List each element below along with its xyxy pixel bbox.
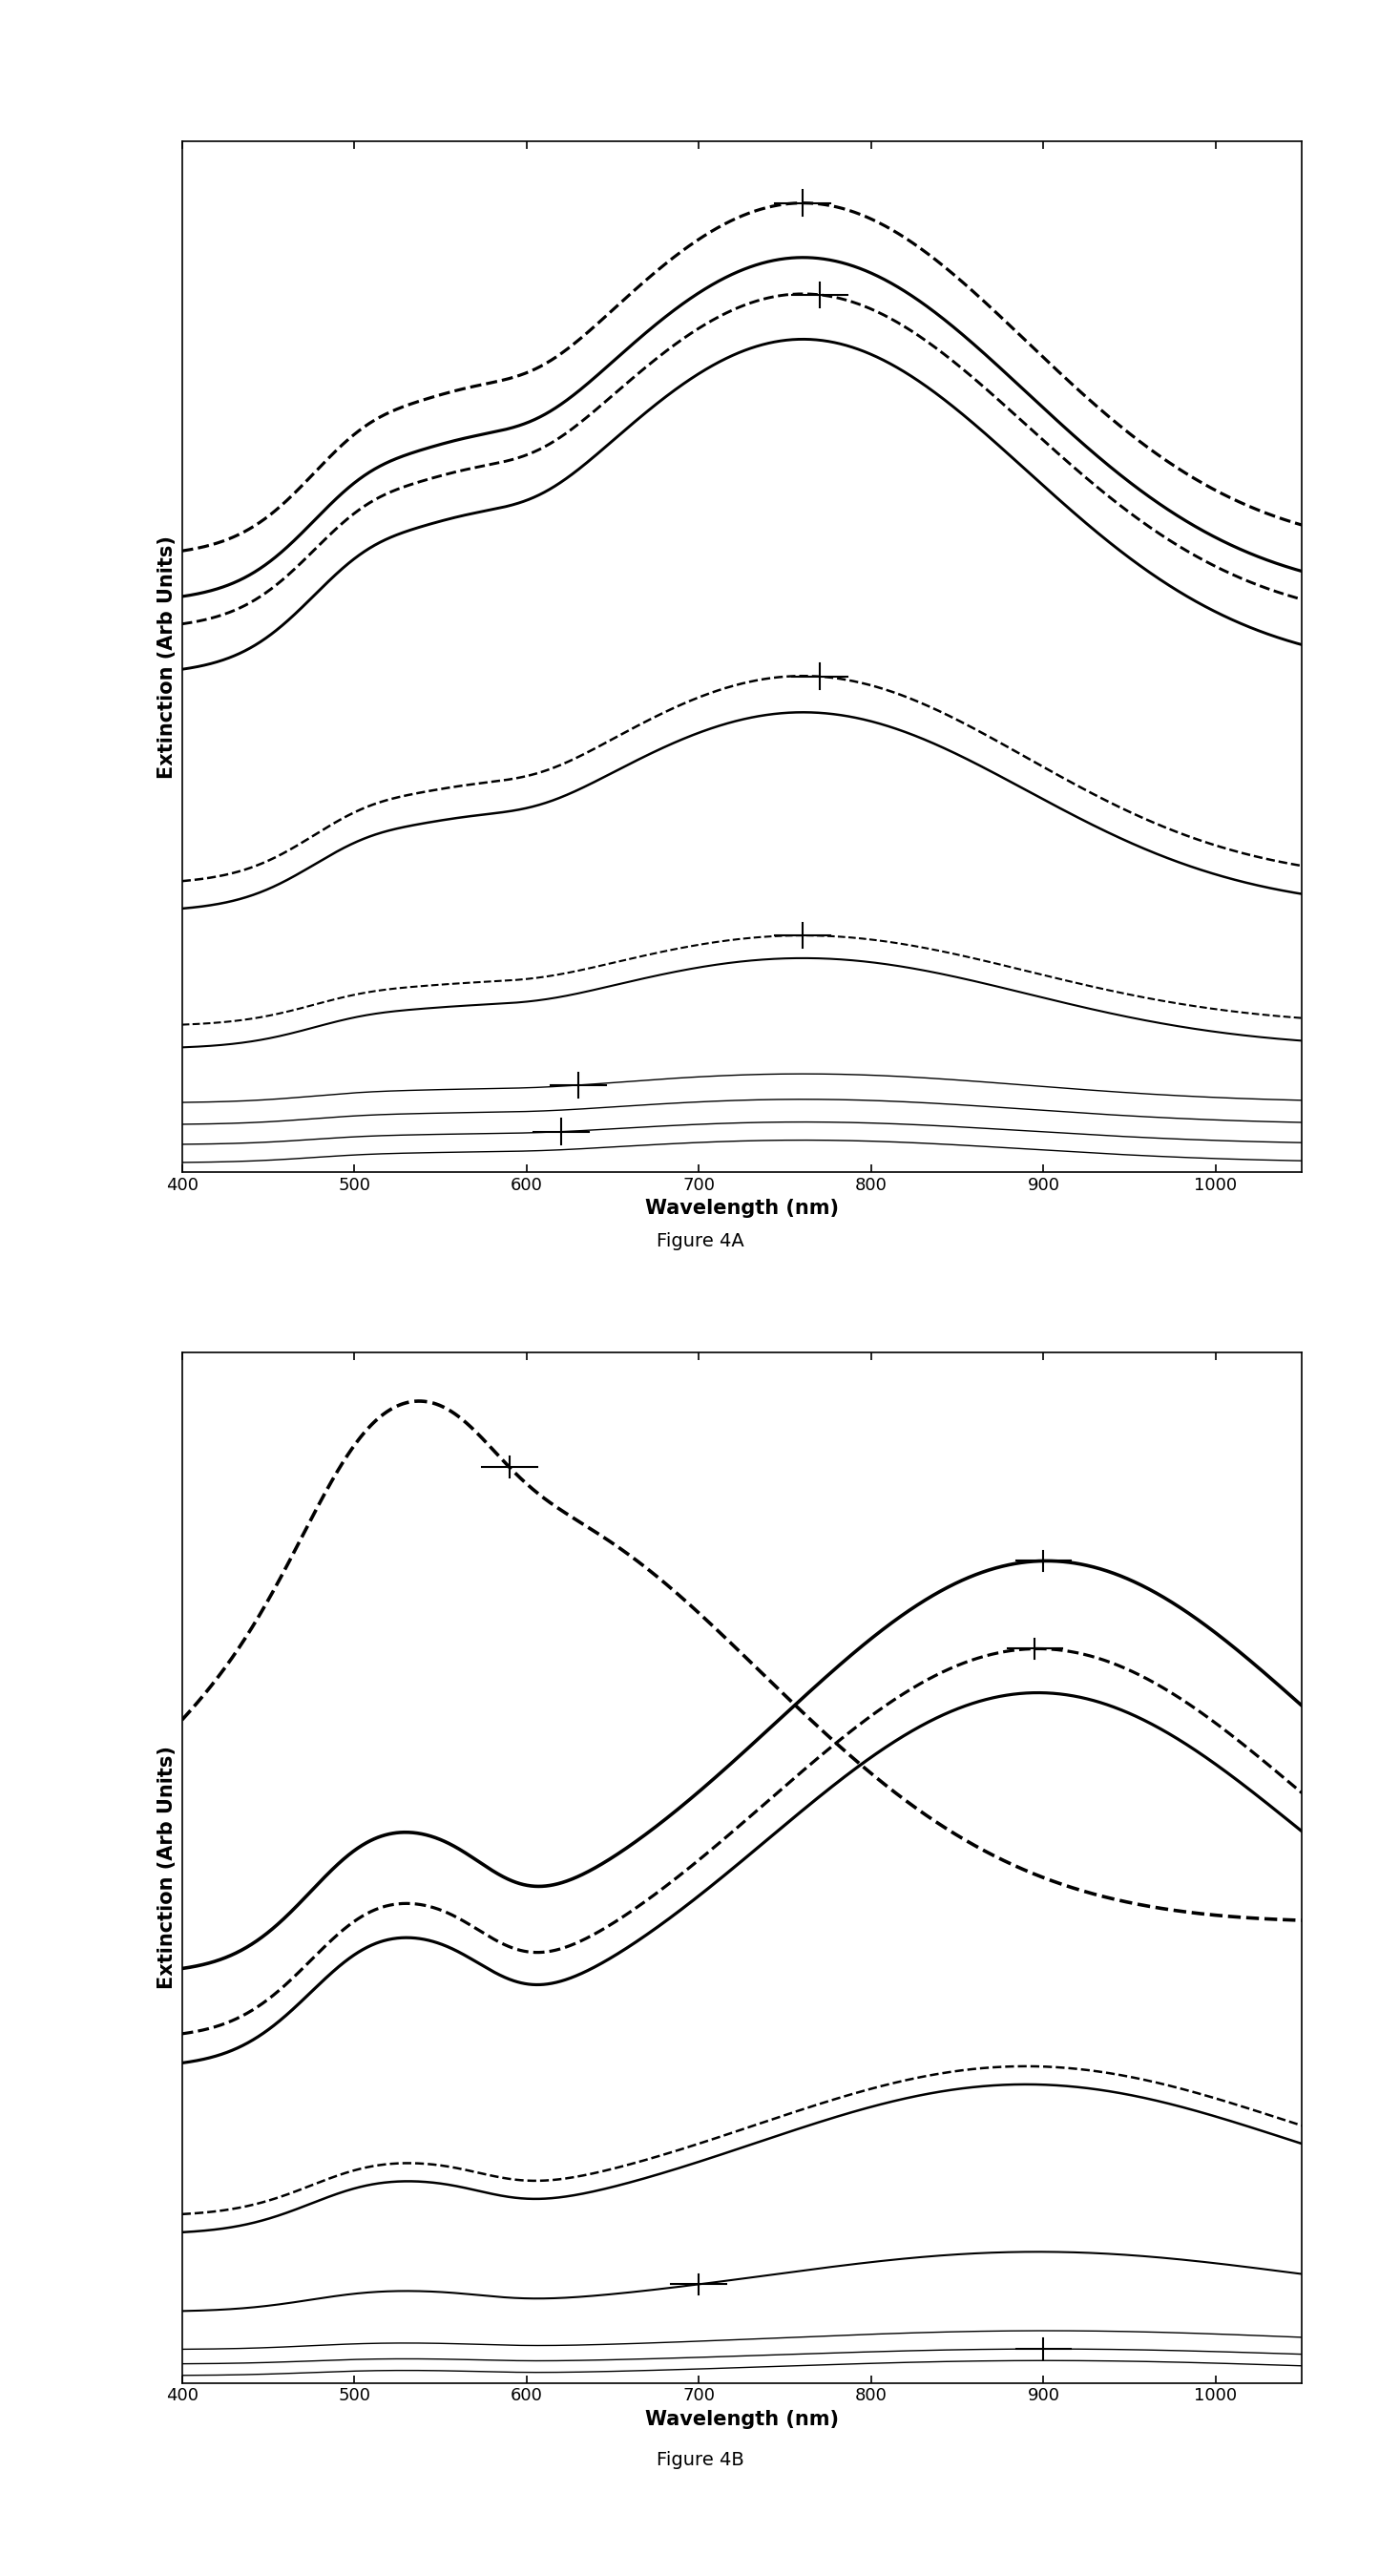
Y-axis label: Extinction (Arb Units): Extinction (Arb Units): [158, 536, 176, 778]
X-axis label: Wavelength (nm): Wavelength (nm): [645, 1200, 839, 1218]
Text: Figure 4B: Figure 4B: [657, 2450, 743, 2470]
Y-axis label: Extinction (Arb Units): Extinction (Arb Units): [158, 1747, 176, 1989]
Text: Figure 4A: Figure 4A: [657, 1231, 743, 1252]
X-axis label: Wavelength (nm): Wavelength (nm): [645, 2411, 839, 2429]
